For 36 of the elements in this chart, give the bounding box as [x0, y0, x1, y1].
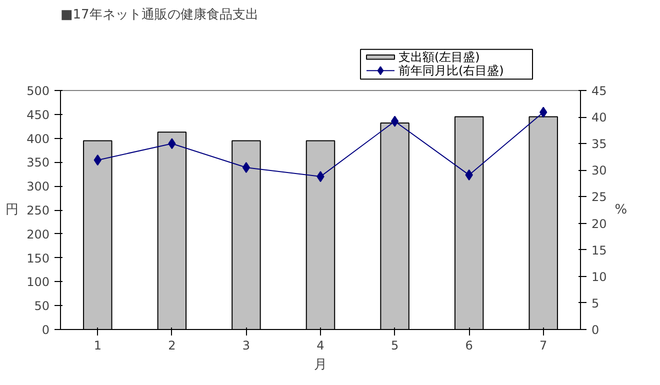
chart-title: ■17年ネット通販の健康食品支出 — [60, 8, 258, 22]
x-tick-label: 1 — [94, 338, 102, 352]
y2-tick-label: 0 — [592, 323, 600, 337]
y2-tick-label: 5 — [592, 296, 600, 310]
y-tick-label: 100 — [26, 275, 50, 290]
y-tick-label: 150 — [26, 251, 50, 266]
x-tick-label: 2 — [168, 338, 176, 352]
y-tick-label: 0 — [42, 323, 50, 337]
y2-tick-label: 45 — [592, 84, 607, 98]
y-tick-label: 300 — [26, 180, 50, 194]
y-tick-label: 450 — [26, 108, 50, 122]
x-axis-title: 月 — [314, 358, 327, 372]
y2-tick-label: 15 — [592, 243, 607, 258]
point — [242, 162, 250, 174]
y-tick-label: 350 — [26, 156, 50, 170]
y-tick-label: 500 — [26, 84, 50, 98]
y2-tick-label: 25 — [592, 190, 607, 204]
y-tick-label: 200 — [26, 227, 50, 242]
y2-tick-label: 20 — [592, 216, 607, 231]
y2-tick-label: 40 — [592, 110, 607, 125]
x-tick-label: 5 — [390, 338, 399, 352]
x-tick-label: 7 — [540, 338, 548, 352]
y-tick-label: 250 — [26, 204, 50, 218]
legend-label: 支出額(左目盛) — [398, 50, 480, 64]
y-axis-title: 円 — [6, 202, 19, 218]
x-tick-label: 4 — [316, 338, 324, 352]
point — [390, 116, 399, 127]
y2-tick-label: 10 — [592, 270, 607, 284]
y2-axis-title: % — [614, 202, 628, 218]
legend-label: 前年同月比(右目盛) — [398, 64, 504, 78]
x-tick-label: 3 — [242, 338, 250, 352]
y2-tick-label: 30 — [592, 164, 607, 178]
x-tick-label: 6 — [465, 338, 473, 352]
y-tick-label: 400 — [26, 132, 50, 146]
y2-tick-label: 35 — [592, 137, 607, 152]
y-tick-label: 50 — [34, 299, 50, 314]
